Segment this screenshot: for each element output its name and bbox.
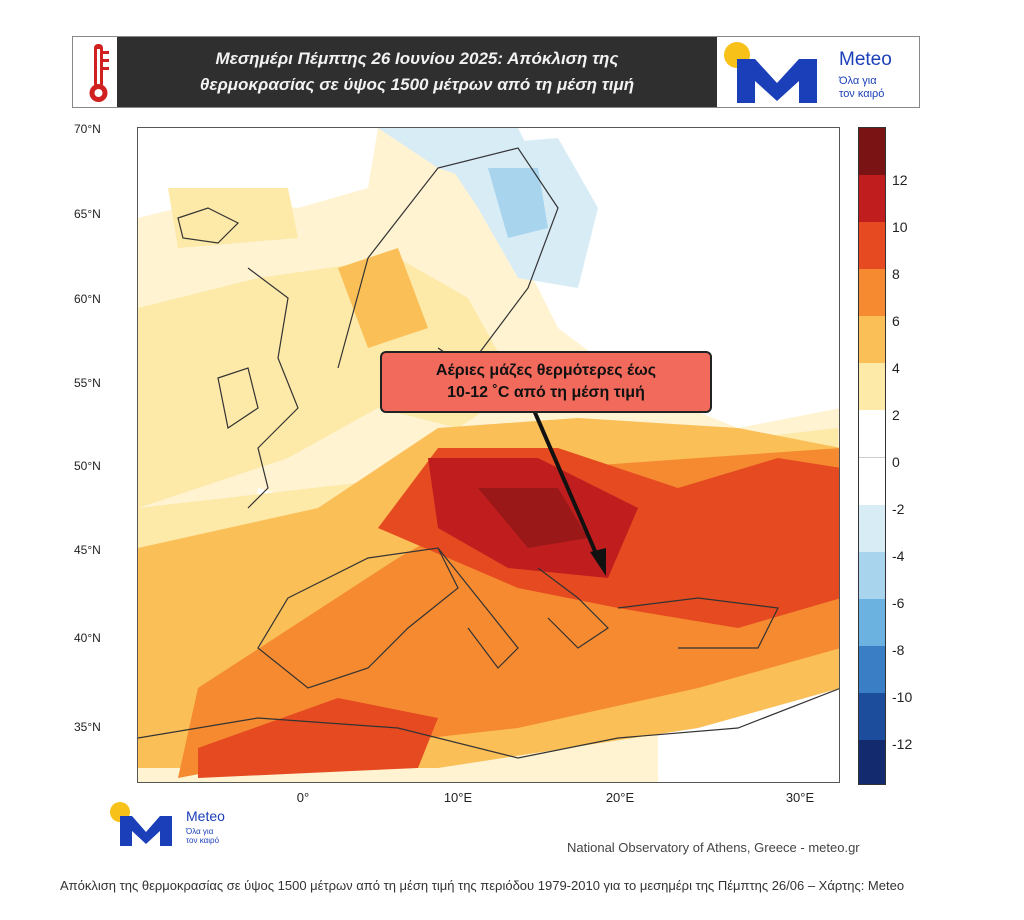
coast-italy [437,547,519,669]
colorbar-label-m12: -12 [892,736,913,752]
colorbar-swatch-m10 [859,693,885,740]
lat-label-65: 65°N [74,207,101,221]
colorbar-swatch-4 [859,363,885,410]
colorbar-label-12: 12 [892,172,908,188]
colorbar-label-6: 6 [892,313,900,329]
colorbar-swatch-8 [859,269,885,316]
colorbar-swatch-10 [859,222,885,269]
lon-label-20e: 20°E [605,790,635,805]
lat-label-60: 60°N [74,292,101,306]
colorbar-label-2: 2 [892,407,900,423]
colorbar-label-m6: -6 [892,595,905,611]
title-line-2: θερμοκρασίας σε ύψος 1500 μέτρων από τη … [199,75,635,94]
colorbar-swatch-6 [859,316,885,363]
brand-tagline-bottom-2: τον καιρό [186,836,220,845]
colorbar-swatch-m2 [859,505,885,552]
map-credit: National Observatory of Athens, Greece -… [567,840,860,855]
cold-zone-scandinavia [488,168,548,238]
title-line-1: Μεσημέρι Πέμπτης 26 Ιουνίου 2025: Απόκλι… [215,49,619,68]
meteo-logo-bottom: Meteo Όλα για τον καιρό [108,800,248,850]
coast-iberia [257,547,459,689]
figure-caption: Απόκλιση της θερμοκρασίας σε ύψος 1500 μ… [60,878,905,893]
coast-iceland [177,207,240,244]
title-box: Μεσημέρι Πέμπτης 26 Ιουνίου 2025: Απόκλι… [117,37,717,107]
colorbar-label-m2: -2 [892,501,905,517]
meteo-logo-top: Meteo Όλα για τον καιρό [719,37,919,107]
colorbar-swatch-14 [859,128,885,175]
callout-line-2: 10-12 ˚C από τη μέση τιμή [447,384,645,401]
colorbar [858,127,886,785]
lat-label-55: 55°N [74,376,101,390]
colorbar-label-0: 0 [892,454,900,470]
lon-label-0: 0° [296,790,310,805]
lat-label-40: 40°N [74,631,101,645]
brand-tagline-2: τον καιρό [839,88,885,100]
brand-tagline-bottom-1: Όλα για [186,827,214,836]
anomaly-map [137,127,840,783]
colorbar-swatch-m6 [859,599,885,646]
coast-britain [247,267,299,509]
coast-ireland [217,367,259,429]
brand-tagline-1: Όλα για [839,75,877,87]
callout-line-1: Αέριες μάζες θερμότερες έως [435,362,657,379]
coast-balkans [537,567,609,649]
warm-8-10-zone-africa [198,698,438,778]
warm-zone-norway [338,248,428,348]
brand-name: Meteo [839,49,892,70]
colorbar-swatch-0 [859,457,885,505]
lat-label-70: 70°N [74,122,101,136]
map-graphic [138,128,839,782]
colorbar-label-m10: -10 [892,689,913,705]
thermometer-icon [89,44,109,102]
warm-12-zone [478,488,588,548]
colorbar-label-m8: -8 [892,642,905,658]
callout-box: Αέριες μάζες θερμότερες έως 10-12 ˚C από… [380,351,712,413]
brand-name-bottom: Meteo [186,808,225,824]
meteo-logo-icon [724,42,817,103]
header-banner: Μεσημέρι Πέμπτης 26 Ιουνίου 2025: Απόκλι… [72,36,920,108]
warm-zone-iceland [168,188,298,248]
colorbar-label-m4: -4 [892,548,905,564]
lat-label-45: 45°N [74,543,101,557]
meteo-logo-icon [110,802,172,846]
colorbar-swatch-m8 [859,646,885,693]
lon-label-30e: 30°E [785,790,815,805]
colorbar-swatch-2 [859,410,885,457]
callout-arrow [531,407,606,576]
coast-africa [138,688,839,759]
colorbar-swatch-m12 [859,740,885,784]
lon-label-10e: 10°E [443,790,473,805]
lat-label-50: 50°N [74,459,101,473]
colorbar-label-8: 8 [892,266,900,282]
lat-label-35: 35°N [74,720,101,734]
coast-turkey [617,597,779,649]
colorbar-swatch-m4 [859,552,885,599]
colorbar-swatch-12 [859,175,885,222]
colorbar-label-4: 4 [892,360,900,376]
colorbar-label-10: 10 [892,219,908,235]
